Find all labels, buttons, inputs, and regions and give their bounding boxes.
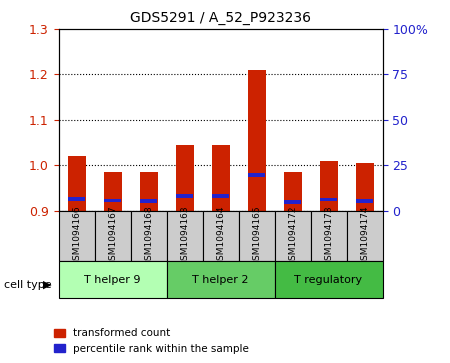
Bar [320, 160, 338, 211]
FancyBboxPatch shape [310, 211, 346, 261]
FancyBboxPatch shape [274, 211, 310, 261]
Bar [104, 172, 122, 211]
Text: cell type: cell type [4, 280, 52, 290]
FancyBboxPatch shape [238, 211, 274, 261]
Bar [356, 163, 373, 211]
Text: T regulatory: T regulatory [294, 274, 363, 285]
FancyBboxPatch shape [58, 211, 94, 261]
Text: GSM1094168: GSM1094168 [144, 205, 153, 266]
FancyBboxPatch shape [202, 211, 238, 261]
Bar [320, 198, 337, 201]
Text: GSM1094165: GSM1094165 [252, 205, 261, 266]
Text: GSM1094174: GSM1094174 [360, 206, 369, 266]
FancyBboxPatch shape [166, 261, 274, 298]
Bar [248, 174, 265, 177]
Bar [356, 199, 373, 203]
Bar [212, 194, 229, 198]
Bar [284, 172, 302, 211]
Text: GSM1094173: GSM1094173 [324, 205, 333, 266]
Title: GDS5291 / A_52_P923236: GDS5291 / A_52_P923236 [130, 11, 311, 25]
Text: ▶: ▶ [43, 280, 51, 290]
Bar [212, 145, 230, 211]
Bar [248, 70, 266, 211]
FancyBboxPatch shape [346, 211, 382, 261]
Bar [140, 199, 157, 203]
Legend: transformed count, percentile rank within the sample: transformed count, percentile rank withi… [50, 324, 253, 358]
Bar [104, 199, 121, 202]
Bar [140, 172, 158, 211]
Bar [68, 156, 86, 211]
Text: GSM1094164: GSM1094164 [216, 206, 225, 266]
Bar [68, 197, 85, 201]
FancyBboxPatch shape [58, 261, 166, 298]
Text: GSM1094172: GSM1094172 [288, 206, 297, 266]
Text: GSM1094166: GSM1094166 [72, 205, 81, 266]
Text: GSM1094163: GSM1094163 [180, 205, 189, 266]
Text: T helper 2: T helper 2 [192, 274, 249, 285]
Bar [284, 200, 301, 204]
Bar [176, 145, 194, 211]
Bar [176, 194, 193, 198]
FancyBboxPatch shape [94, 211, 130, 261]
FancyBboxPatch shape [166, 211, 202, 261]
FancyBboxPatch shape [274, 261, 382, 298]
Text: T helper 9: T helper 9 [84, 274, 141, 285]
Text: GSM1094167: GSM1094167 [108, 205, 117, 266]
FancyBboxPatch shape [130, 211, 166, 261]
